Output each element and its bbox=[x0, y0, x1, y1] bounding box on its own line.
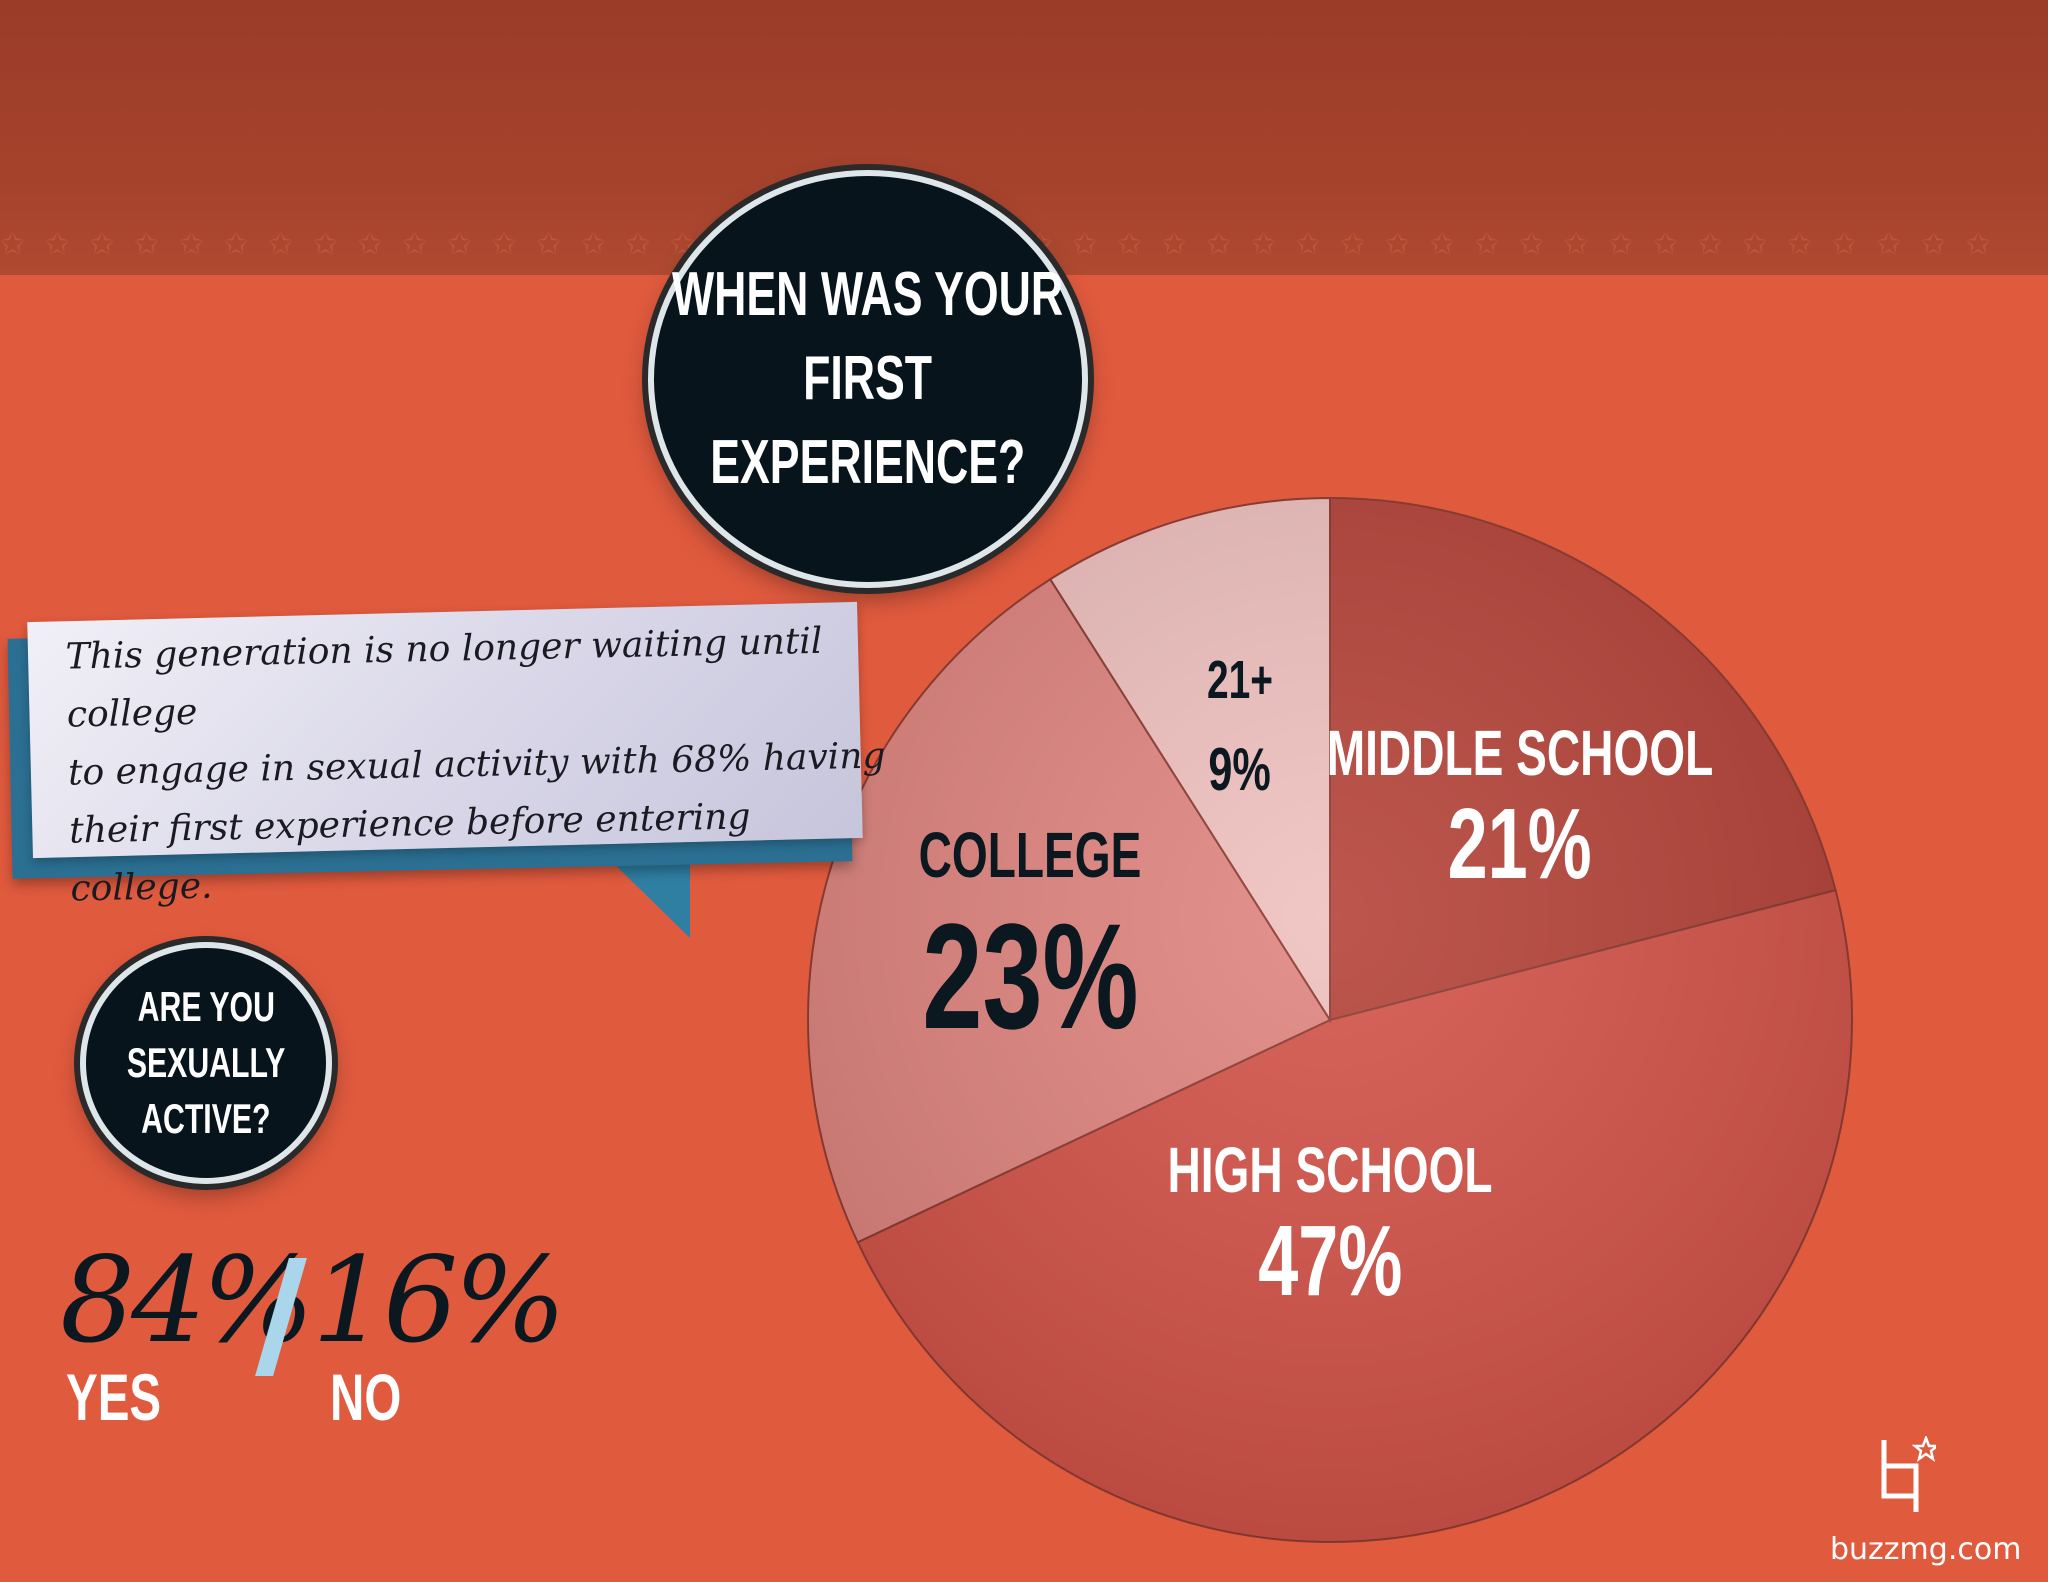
label-high-school: HIGH SCHOOL 47% bbox=[1104, 1134, 1556, 1316]
category-high-school: HIGH SCHOOL bbox=[1167, 1134, 1493, 1206]
active-stats: 84% 16% YES NO bbox=[60, 1240, 566, 1440]
buzz-logo-icon bbox=[1881, 1436, 1936, 1512]
callout-line: their first experience before entering c… bbox=[68, 796, 751, 910]
value-middle-school: 21% bbox=[1447, 788, 1593, 900]
value-high-school: 47% bbox=[1257, 1205, 1403, 1317]
question-line-3: EXPERIENCE? bbox=[710, 428, 1026, 497]
callout-line: This generation is no longer waiting unt… bbox=[65, 620, 823, 736]
category-21-plus: 21+ bbox=[1207, 650, 1273, 710]
header-band bbox=[0, 0, 2048, 275]
label-middle-school: MIDDLE SCHOOL 21% bbox=[1252, 717, 1789, 899]
yes-label: YES bbox=[66, 1360, 162, 1434]
category-middle-school: MIDDLE SCHOOL bbox=[1326, 717, 1714, 789]
question-line-2: FIRST bbox=[803, 344, 933, 413]
no-label: NO bbox=[330, 1360, 402, 1434]
active-line-1: ARE YOU bbox=[137, 983, 275, 1030]
site-url: buzzmg.com bbox=[1830, 1532, 2022, 1567]
active-line-2: SEXUALLY bbox=[126, 1039, 286, 1086]
question-active-bubble: ARE YOU SEXUALLY ACTIVE? bbox=[80, 942, 332, 1184]
value-college: 23% bbox=[921, 892, 1139, 1060]
no-percentage: 16% bbox=[312, 1231, 566, 1369]
question-first-experience-bubble: WHEN WAS YOUR FIRST EXPERIENCE? bbox=[648, 170, 1088, 588]
active-line-3: ACTIVE? bbox=[141, 1095, 271, 1142]
label-21-plus: 21+ 9% bbox=[1194, 645, 1286, 825]
value-21-plus: 9% bbox=[1208, 736, 1272, 803]
callout-note: This generation is no longer waiting unt… bbox=[0, 600, 900, 940]
category-college: COLLEGE bbox=[918, 819, 1142, 891]
callout-text: This generation is no longer waiting unt… bbox=[65, 611, 891, 918]
label-college: COLLEGE 23% bbox=[875, 819, 1184, 1061]
question-line-1: WHEN WAS YOUR bbox=[672, 260, 1064, 329]
